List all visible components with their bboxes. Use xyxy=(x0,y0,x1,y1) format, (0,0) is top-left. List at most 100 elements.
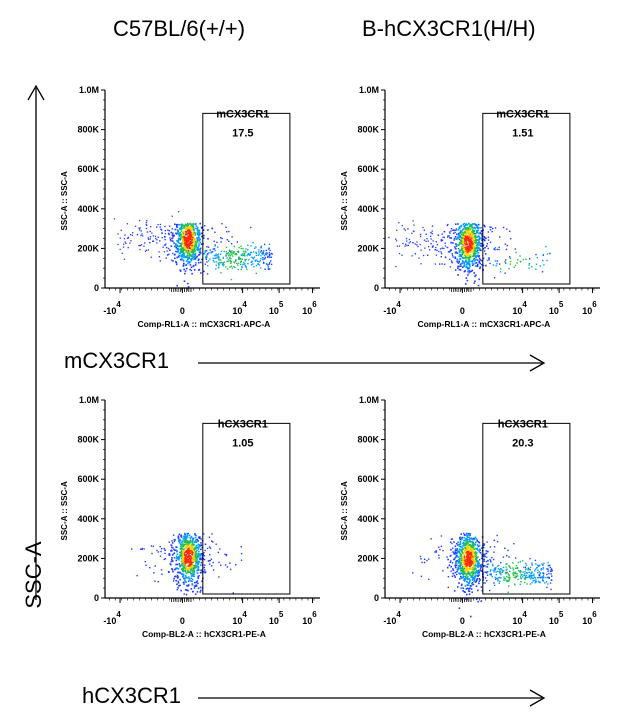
event-dot xyxy=(539,573,541,575)
event-dot xyxy=(458,572,460,574)
event-dot xyxy=(467,559,470,562)
event-dot xyxy=(494,567,496,569)
event-dot xyxy=(480,237,482,239)
event-dot xyxy=(476,547,478,550)
event-dot xyxy=(190,235,192,237)
event-dot xyxy=(528,571,530,573)
event-dot xyxy=(201,547,203,549)
event-dot xyxy=(198,544,200,546)
gate-name-label: mCX3CR1 xyxy=(496,108,549,120)
event-dot xyxy=(251,256,253,258)
event-dot xyxy=(474,558,477,560)
event-dot xyxy=(161,237,163,239)
event-dot xyxy=(504,547,506,549)
event-dot xyxy=(140,548,142,550)
event-dot xyxy=(461,583,463,585)
event-dot xyxy=(466,279,469,282)
event-dot xyxy=(265,252,268,254)
event-dot xyxy=(468,260,470,263)
event-dot xyxy=(506,575,508,578)
event-dot xyxy=(202,237,205,239)
event-dot xyxy=(195,244,197,246)
column-title-wildtype: C57BL/6(+/+) xyxy=(113,16,246,41)
event-dot xyxy=(172,235,174,237)
event-dot xyxy=(221,223,223,225)
event-dot xyxy=(469,253,472,256)
event-dot xyxy=(196,227,199,230)
event-dot xyxy=(435,550,437,552)
event-dot xyxy=(471,591,473,593)
event-dot xyxy=(474,236,477,239)
event-dot xyxy=(549,566,551,569)
event-dot xyxy=(466,548,469,551)
event-dot xyxy=(260,245,263,247)
event-dot xyxy=(177,582,180,584)
event-dot xyxy=(507,573,509,575)
event-dot xyxy=(482,238,485,240)
event-dot xyxy=(171,545,173,547)
event-dot xyxy=(533,579,536,582)
event-dot xyxy=(226,231,228,233)
event-dot xyxy=(450,554,452,557)
event-dot xyxy=(262,261,265,264)
event-dot xyxy=(519,583,521,586)
event-dot xyxy=(255,264,258,267)
event-dot xyxy=(549,252,551,255)
event-dot xyxy=(493,546,496,548)
event-dot xyxy=(473,553,475,556)
event-dot xyxy=(157,581,159,583)
y-tick-label: 200K xyxy=(357,243,379,253)
event-dot xyxy=(187,262,189,265)
event-dot xyxy=(473,545,475,548)
event-dot xyxy=(466,251,469,253)
event-dot xyxy=(484,239,486,242)
event-dot xyxy=(148,238,150,240)
event-dot xyxy=(121,252,123,254)
event-dot xyxy=(144,242,146,244)
event-dot xyxy=(268,247,270,249)
event-dot xyxy=(470,546,472,548)
event-dot xyxy=(443,247,445,250)
event-dot xyxy=(196,240,198,242)
event-dot xyxy=(542,567,545,569)
event-dot xyxy=(471,241,474,243)
event-dot xyxy=(466,535,468,537)
event-dot xyxy=(470,241,473,244)
event-dot xyxy=(173,242,175,244)
event-dot xyxy=(177,536,180,539)
event-dot xyxy=(152,545,155,547)
event-dot xyxy=(471,243,473,246)
event-dot xyxy=(230,278,233,281)
event-dot xyxy=(470,562,473,565)
event-dot xyxy=(182,553,185,555)
event-dot xyxy=(429,249,431,251)
event-dot xyxy=(455,542,458,545)
event-dot xyxy=(473,230,475,232)
event-dot xyxy=(519,561,522,563)
event-dot xyxy=(180,256,183,258)
event-dot xyxy=(473,238,476,241)
event-dot xyxy=(190,251,193,253)
event-dot xyxy=(524,575,527,577)
event-dot xyxy=(462,572,465,575)
event-dot xyxy=(478,548,481,551)
event-dot xyxy=(190,231,192,234)
event-dot xyxy=(477,252,480,254)
event-dot xyxy=(523,581,526,584)
event-dot xyxy=(505,573,507,575)
event-dot xyxy=(185,581,188,583)
event-dot xyxy=(461,245,463,248)
x-tick-label: -104 xyxy=(383,610,401,626)
event-dot xyxy=(460,555,462,557)
event-dot xyxy=(526,583,528,585)
event-dot xyxy=(459,258,461,260)
event-dot xyxy=(182,259,185,261)
event-dot xyxy=(195,581,198,584)
event-dot xyxy=(260,251,262,253)
event-dot xyxy=(459,567,461,569)
event-dot xyxy=(473,282,476,284)
event-dot xyxy=(469,562,471,565)
event-dot xyxy=(436,244,439,246)
event-dot xyxy=(243,261,245,264)
event-dot xyxy=(402,242,404,245)
